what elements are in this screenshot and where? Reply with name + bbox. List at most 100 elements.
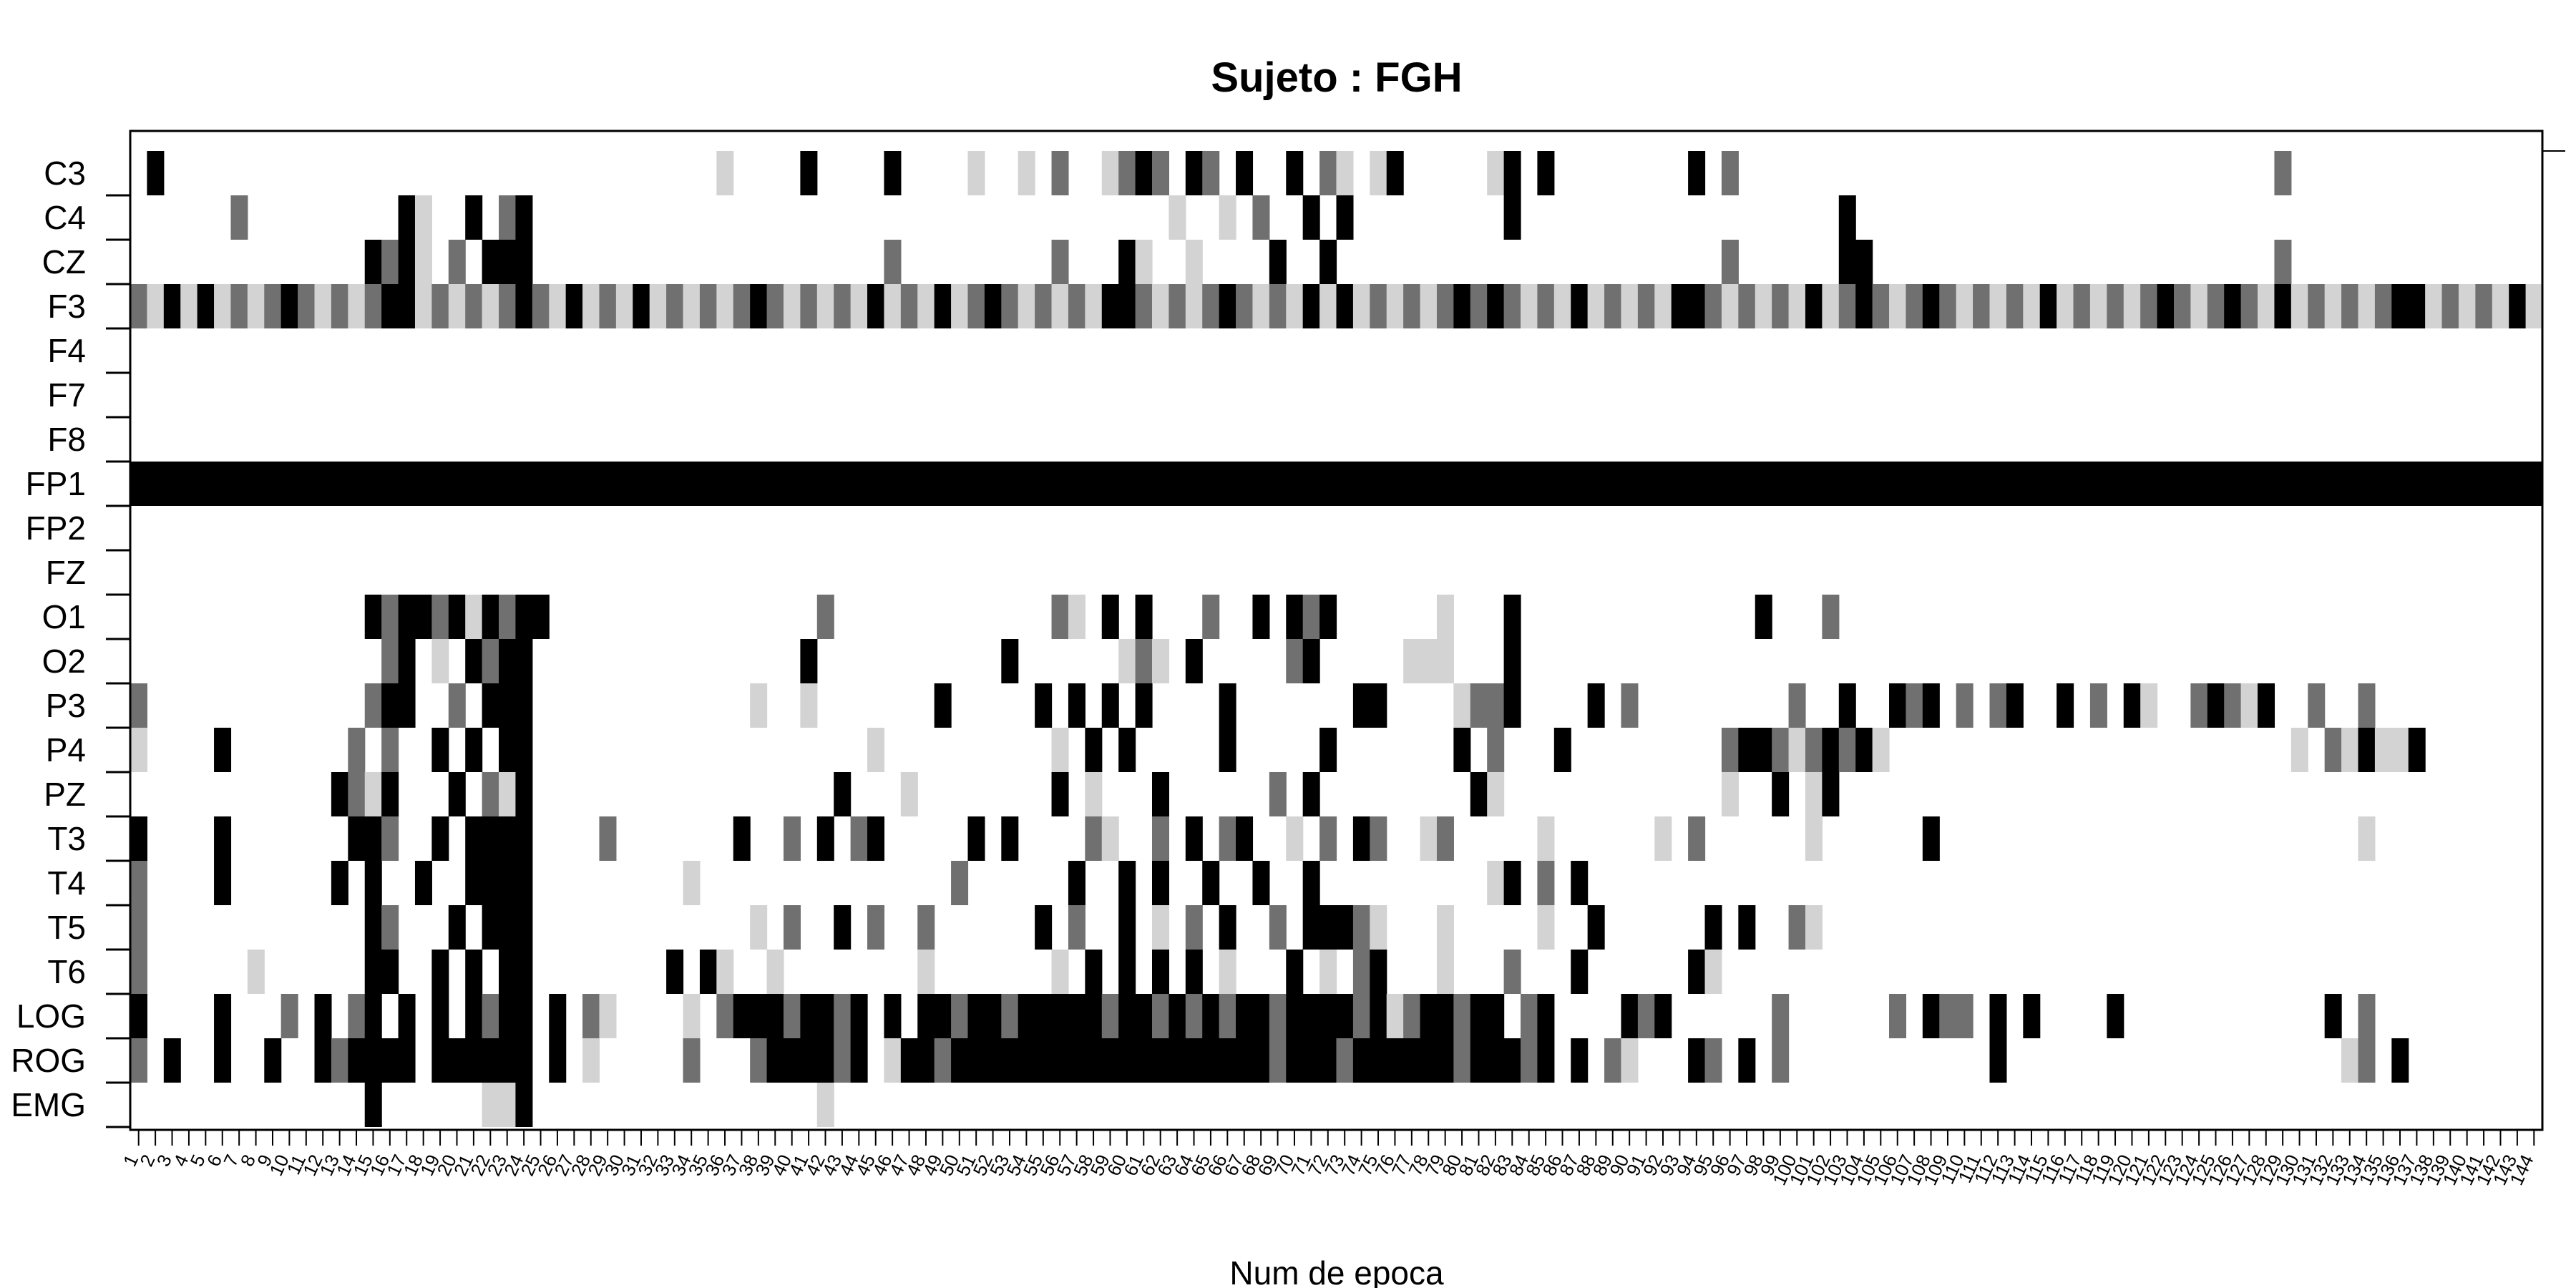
- cell-F3-66: [1219, 284, 1236, 328]
- cell-LOG-1: [130, 994, 148, 1038]
- cell-T4-85: [1537, 861, 1555, 905]
- cell-PZ-62: [1151, 772, 1170, 816]
- cell-O2-79: [1436, 639, 1454, 683]
- cell-LOG-54: [1018, 994, 1035, 1038]
- cell-PZ-96: [1721, 772, 1739, 816]
- cell-T5-97: [1738, 905, 1756, 950]
- row-label-c4: C4: [44, 199, 86, 236]
- cell-C3-60: [1118, 151, 1136, 195]
- cell-T6-8: [247, 950, 265, 994]
- cell-F3-47: [900, 284, 918, 328]
- cell-T6-23: [499, 950, 517, 994]
- cell-F3-45: [867, 284, 885, 328]
- cell-ROG-75: [1370, 1038, 1387, 1083]
- cell-T5-101: [1805, 905, 1823, 950]
- cell-PZ-13: [331, 772, 348, 816]
- cell-F3-100: [1788, 284, 1806, 328]
- cell-O2-60: [1118, 639, 1136, 683]
- cell-ROG-72: [1319, 1038, 1337, 1083]
- cell-T6-19: [431, 950, 449, 994]
- cell-F3-140: [2458, 284, 2476, 328]
- cell-P4-98: [1755, 728, 1772, 772]
- cell-P3-61: [1135, 683, 1153, 728]
- cell-P3-49: [934, 683, 952, 728]
- cell-LOG-64: [1185, 994, 1203, 1038]
- cell-F3-81: [1470, 284, 1488, 328]
- cell-LOG-49: [934, 994, 952, 1038]
- cell-P4-103: [1838, 728, 1856, 772]
- cell-LOG-48: [917, 994, 935, 1038]
- cell-F3-109: [1939, 284, 1957, 328]
- cell-F3-67: [1236, 284, 1254, 328]
- cell-ROG-54: [1018, 1038, 1035, 1083]
- cell-F3-29: [599, 284, 617, 328]
- cell-O2-17: [398, 639, 416, 683]
- cell-T3-24: [515, 816, 533, 861]
- cell-ROG-9: [264, 1038, 282, 1083]
- cell-F3-119: [2107, 284, 2124, 328]
- cell-ROG-112: [1989, 1038, 2007, 1083]
- cell-T3-59: [1101, 816, 1119, 861]
- cell-F3-23: [499, 284, 517, 328]
- cell-C3-85: [1537, 151, 1555, 195]
- cell-F3-120: [2123, 284, 2141, 328]
- cell-C4-63: [1169, 195, 1186, 240]
- row-label-p3: P3: [46, 687, 86, 724]
- cell-O1-20: [448, 595, 466, 639]
- cell-F3-32: [649, 284, 667, 328]
- cell-F3-136: [2391, 284, 2409, 328]
- row-label-f8: F8: [47, 421, 86, 458]
- cell-O2-19: [431, 639, 449, 683]
- cell-LOG-78: [1420, 994, 1438, 1038]
- cell-T6-33: [666, 950, 684, 994]
- cell-T5-74: [1352, 905, 1370, 950]
- cell-T5-20: [448, 905, 466, 950]
- cell-F3-91: [1637, 284, 1655, 328]
- cell-F3-98: [1755, 284, 1772, 328]
- cell-O2-41: [800, 639, 818, 683]
- cell-C3-62: [1151, 151, 1170, 195]
- cell-ROG-79: [1436, 1038, 1454, 1083]
- cell-ROG-94: [1688, 1038, 1706, 1083]
- cell-F3-127: [2240, 284, 2258, 328]
- cell-T3-37: [733, 816, 751, 861]
- cell-LOG-73: [1336, 994, 1354, 1038]
- cell-ROG-26: [549, 1038, 567, 1083]
- cell-LOG-34: [683, 994, 701, 1038]
- cell-PZ-24: [515, 772, 533, 816]
- cell-T6-83: [1503, 950, 1521, 994]
- cell-EMG-15: [364, 1083, 382, 1127]
- cell-ROG-99: [1772, 1038, 1790, 1083]
- cell-ROG-62: [1151, 1038, 1170, 1083]
- cell-P3-108: [1922, 683, 1940, 728]
- cell-P3-23: [499, 683, 517, 728]
- cell-CZ-23: [499, 240, 517, 284]
- cell-LOG-37: [733, 994, 751, 1038]
- cell-ROG-84: [1521, 1038, 1538, 1083]
- cell-F3-1: [130, 284, 148, 328]
- cell-T3-23: [499, 816, 517, 861]
- cell-T6-58: [1085, 950, 1103, 994]
- cell-O1-71: [1302, 595, 1320, 639]
- cell-P3-15: [364, 683, 382, 728]
- cell-P4-96: [1721, 728, 1739, 772]
- cell-F3-134: [2358, 284, 2376, 328]
- cell-F3-2: [147, 284, 165, 328]
- cell-O1-17: [398, 595, 416, 639]
- cell-F3-30: [615, 284, 633, 328]
- cell-PZ-14: [348, 772, 366, 816]
- cell-T6-87: [1571, 950, 1589, 994]
- cell-F3-57: [1068, 284, 1085, 328]
- cell-ROG-56: [1051, 1038, 1069, 1083]
- cell-F3-79: [1436, 284, 1454, 328]
- cell-P4-23: [499, 728, 517, 772]
- cell-P3-80: [1453, 683, 1471, 728]
- cell-P4-104: [1855, 728, 1873, 772]
- cell-O1-23: [499, 595, 517, 639]
- cell-T4-24: [515, 861, 533, 905]
- cell-P3-128: [2258, 683, 2275, 728]
- cell-FP1-all: [130, 462, 2542, 506]
- cell-PZ-43: [834, 772, 852, 816]
- cell-ROG-39: [766, 1038, 784, 1083]
- cell-C4-103: [1838, 195, 1856, 240]
